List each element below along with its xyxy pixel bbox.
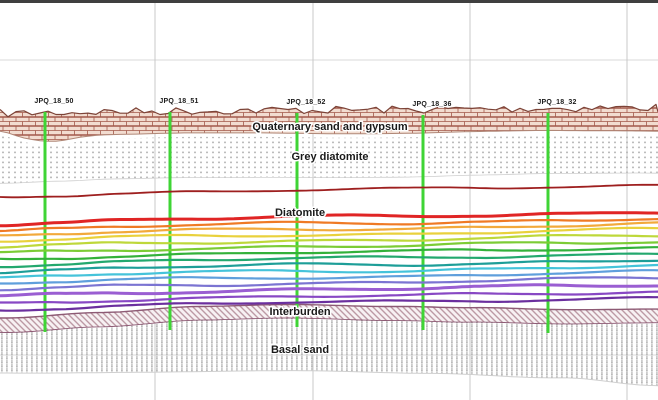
horizon-purple-line	[0, 283, 658, 298]
correlation-horizons	[0, 183, 658, 312]
horizon-darkpurple-line	[0, 295, 658, 312]
layer-labels: Quaternary sand and gypsum Grey diatomite…	[251, 120, 409, 358]
layer-label-quaternary: Quaternary sand and gypsum	[252, 121, 407, 133]
layer-label-diatomite: Diatomite	[275, 207, 325, 219]
borehole-label: JPQ_18_51	[159, 98, 198, 105]
horizon-teal-line	[0, 259, 658, 275]
horizon-yellow-line	[0, 226, 658, 243]
grey-diatomite-body	[0, 134, 658, 184]
quaternary-base-line	[0, 129, 658, 142]
basal-sand-body	[0, 318, 658, 386]
horizon-green-line	[0, 246, 658, 261]
horizon-violet-line	[0, 290, 658, 304]
basal-sand-base-line	[0, 370, 658, 387]
horizon-dark-red-line	[0, 183, 658, 199]
layer-label-grey-diatomite: Grey diatomite	[291, 151, 368, 163]
top-frame-bar	[0, 0, 658, 3]
horizon-red-line	[0, 211, 658, 228]
horizon-blueviolet-line	[0, 276, 658, 292]
borehole-label: JPQ_18_32	[537, 99, 576, 106]
terrain-surface-line	[0, 103, 658, 118]
layer-label-basal-sand: Basal sand	[271, 344, 329, 356]
strat-layers	[0, 103, 658, 387]
grey-diatomite-base-line	[0, 172, 658, 184]
borehole-label: JPQ_18_50	[34, 98, 73, 105]
borehole-label: JPQ_18_36	[412, 101, 451, 108]
horizon-amber-line	[0, 221, 658, 237]
interburden-base-line	[0, 317, 658, 333]
borehole-label: JPQ_18_52	[286, 99, 325, 106]
interburden-top-line	[0, 303, 658, 319]
horizon-lightgreen-line	[0, 241, 658, 254]
horizon-yellowgreen-line	[0, 234, 658, 249]
horizon-orange-line	[0, 218, 658, 233]
layer-label-interburden: Interburden	[269, 306, 330, 318]
quaternary-body	[0, 104, 658, 142]
horizon-cyan-line	[0, 263, 658, 279]
horizon-seagreen-line	[0, 252, 658, 269]
horizon-lightblue-line	[0, 269, 658, 285]
